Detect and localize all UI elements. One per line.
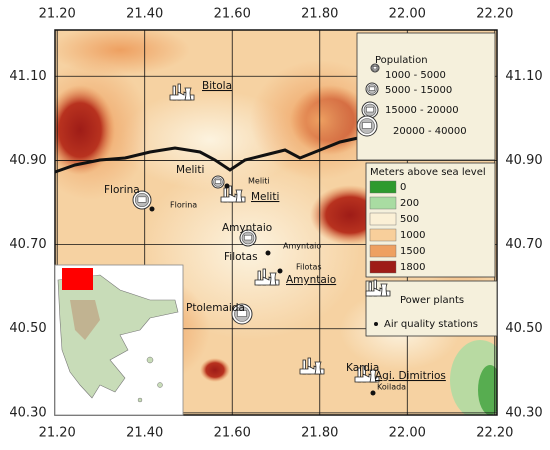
border [54, 130, 376, 174]
legend-entry: 20000 - 40000 [393, 126, 467, 137]
place-label: Meliti [251, 191, 279, 203]
power-plant-icon [169, 83, 195, 101]
place-label: Agi. Dimitrios [375, 370, 446, 382]
town-building [215, 179, 221, 184]
place-label: Filotas [224, 251, 258, 263]
station-symbol [374, 322, 378, 326]
station [149, 206, 155, 212]
town-building [369, 86, 375, 91]
cooling-tower [314, 361, 322, 375]
population-icon [211, 175, 225, 189]
place-label: Meliti [248, 177, 270, 186]
legend-entry: Power plants [400, 295, 464, 306]
legend-swatch [369, 244, 397, 258]
power-plant-icon [365, 279, 391, 297]
power-plant-icon [220, 185, 246, 203]
y-tick-label: 40.90 [505, 153, 542, 168]
town-building [372, 66, 378, 70]
population-icon [370, 63, 380, 73]
place-label: Koilada [377, 383, 406, 392]
inset-map [54, 264, 184, 416]
town-building [137, 196, 147, 203]
cooling-tower [235, 189, 243, 203]
symbols-legend [365, 280, 498, 337]
y-tick-label: 40.30 [9, 405, 46, 420]
population-icon [239, 229, 257, 247]
legend-swatch [369, 180, 397, 194]
legend-title: Meters above sea level [370, 167, 486, 178]
power-plant-icon [299, 357, 325, 375]
legend-swatch [369, 196, 397, 210]
place-label: Florina [170, 201, 197, 210]
legend-entry: 200 [400, 198, 419, 209]
cooling-tower [369, 369, 377, 383]
x-tick-label: 21.20 [39, 7, 76, 22]
legend-entry: Air quality stations [384, 319, 478, 330]
station [370, 390, 376, 396]
cooling-tower [184, 87, 192, 101]
place-label: Ptolemaida [186, 302, 245, 314]
y-tick-label: 40.70 [9, 237, 46, 252]
legend-swatch [369, 212, 397, 226]
x-tick-label: 21.40 [126, 426, 163, 441]
town-building [237, 310, 247, 317]
y-tick-label: 40.90 [9, 153, 46, 168]
y-tick-label: 40.30 [505, 405, 542, 420]
power-plant-icon [254, 268, 280, 286]
y-tick-label: 40.70 [505, 237, 542, 252]
population-icon [356, 115, 378, 137]
x-tick-label: 22.20 [476, 7, 513, 22]
x-tick-label: 21.80 [301, 7, 338, 22]
x-tick-label: 21.80 [301, 426, 338, 441]
town-building [362, 122, 372, 129]
place-label: Amyntaio [286, 274, 336, 286]
x-tick-label: 22.00 [389, 426, 426, 441]
legend-title: Population [375, 55, 428, 66]
station [224, 183, 230, 189]
place-label: Kardia [346, 362, 379, 374]
population-legend [356, 32, 496, 161]
x-tick-label: 21.60 [214, 426, 251, 441]
town-building [244, 234, 252, 241]
y-tick-label: 40.50 [9, 321, 46, 336]
x-tick-label: 21.60 [214, 7, 251, 22]
cooling-tower [380, 283, 388, 297]
power-plant-icon [354, 365, 380, 383]
station [265, 250, 271, 256]
legend-swatch [369, 260, 397, 274]
town-building [366, 106, 374, 113]
frame [54, 29, 498, 416]
legend-entry: 1500 [400, 246, 425, 257]
legend-entry: 1000 - 5000 [385, 70, 446, 81]
y-tick-label: 41.10 [505, 69, 542, 84]
place-label: Bitola [202, 80, 232, 92]
legend-entry: 1000 [400, 230, 425, 241]
legend-entry: 0 [400, 182, 406, 193]
population-icon [361, 101, 379, 119]
x-tick-label: 21.40 [126, 7, 163, 22]
cooling-tower [269, 272, 277, 286]
place-label: Florina [104, 184, 140, 196]
x-tick-label: 22.20 [476, 426, 513, 441]
legend-swatch [369, 228, 397, 242]
population-icon [231, 303, 253, 325]
legend-entry: 15000 - 20000 [385, 105, 459, 116]
place-label: Amyntaio [222, 222, 272, 234]
legend-entry: 1800 [400, 262, 425, 273]
y-tick-label: 40.50 [505, 321, 542, 336]
station [277, 268, 283, 274]
y-tick-label: 41.10 [9, 69, 46, 84]
population-icon [132, 190, 152, 210]
place-label: Amyntaio [283, 242, 321, 251]
x-tick-label: 21.20 [39, 426, 76, 441]
x-tick-label: 22.00 [389, 7, 426, 22]
legend-entry: 5000 - 15000 [385, 85, 452, 96]
place-label: Meliti [176, 164, 204, 176]
legend-entry: 500 [400, 214, 419, 225]
population-icon [365, 82, 379, 96]
place-label: Filotas [296, 263, 322, 272]
